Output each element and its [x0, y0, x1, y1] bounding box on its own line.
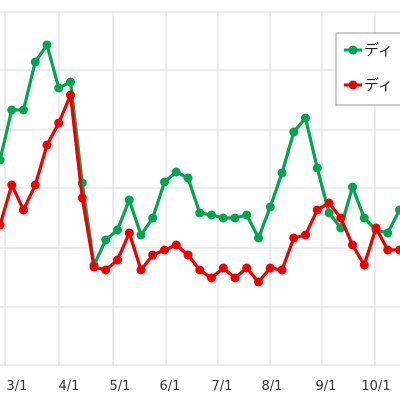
series-2-point: [359, 260, 369, 270]
x-tick-label: 8/1: [262, 379, 283, 394]
series-2-point: [289, 233, 299, 243]
series-2-point: [348, 240, 357, 250]
x-tick-label: 7/1: [212, 379, 233, 394]
series-2-point: [77, 193, 87, 203]
legend-label-series-1: ディ: [364, 41, 393, 59]
series-1-point: [19, 105, 28, 115]
series-1-point: [0, 155, 5, 165]
x-tick-label: 9/1: [316, 379, 337, 394]
series-1-point: [30, 57, 40, 67]
series-1-point: [207, 210, 216, 220]
series-2-point: [312, 205, 322, 215]
series-2-point: [218, 263, 228, 273]
series-2-point: [19, 205, 28, 215]
series-1-point: [265, 202, 275, 212]
x-tick-label: 3/1: [7, 379, 28, 394]
series-1-point: [348, 182, 357, 192]
series-2-point: [324, 198, 334, 208]
series-layer: [0, 40, 400, 287]
series-2-point: [30, 180, 40, 190]
series-2-point: [207, 273, 216, 283]
series-1-point: [148, 213, 158, 223]
series-1-point: [359, 213, 369, 223]
series-2-point: [383, 245, 393, 255]
series-2-point: [7, 180, 17, 190]
x-tick-label: 10/1: [361, 379, 390, 394]
series-1-point: [183, 173, 193, 183]
series-1-point: [395, 205, 400, 215]
legend: ディ ディ: [335, 32, 400, 106]
series-2-point: [301, 230, 310, 240]
series-2-point: [277, 265, 287, 275]
series-1-point: [254, 233, 263, 243]
x-axis-tick-labels: 3/1 4/1 5/1 6/1 7/1 8/1 9/1 10/1: [7, 379, 391, 394]
legend-marker-series-2: [348, 80, 358, 90]
series-2-point: [160, 245, 169, 255]
x-tick-label: 5/1: [110, 379, 131, 394]
series-1-point: [136, 230, 146, 240]
series-1-point: [124, 195, 134, 205]
series-2-point: [371, 223, 381, 233]
series-2-point: [336, 213, 346, 223]
series-1-point: [171, 167, 181, 177]
series-1-point: [7, 105, 17, 115]
series-2-point: [195, 265, 205, 275]
series-2-point: [395, 245, 400, 255]
series-1-point: [242, 210, 252, 220]
series-2-point: [113, 255, 122, 265]
series-2-point: [242, 263, 252, 273]
series-2-point: [54, 118, 64, 128]
series-1-point: [113, 225, 122, 235]
series-1-point: [289, 127, 299, 137]
series-1-point: [230, 213, 240, 223]
series-1-point: [312, 163, 322, 173]
series-1-point: [195, 208, 205, 218]
series-1-point: [277, 168, 287, 178]
series-1-point: [66, 77, 75, 87]
series-1-point: [324, 208, 334, 218]
series-2-point: [254, 277, 263, 287]
series-2-point: [89, 262, 99, 272]
horizontal-gridlines: [0, 11, 400, 366]
series-2-point: [265, 263, 275, 273]
series-1-point: [301, 113, 310, 123]
series-2-point: [101, 265, 111, 275]
series-2-point: [136, 265, 146, 275]
x-tick-label: 6/1: [160, 379, 181, 394]
legend-marker-series-1: [348, 45, 358, 55]
series-2-point: [183, 250, 193, 260]
series-1-point: [42, 40, 52, 50]
series-2-point: [148, 250, 158, 260]
legend-label-series-2: ディ: [364, 76, 393, 94]
series-1-point: [54, 83, 64, 93]
series-1-point: [160, 177, 169, 187]
series-2-point: [124, 228, 134, 238]
series-2-point: [66, 90, 75, 100]
x-tick-label: 4/1: [59, 379, 80, 394]
series-1-point: [101, 235, 111, 245]
series-2-point: [42, 140, 52, 150]
series-2-point: [0, 220, 5, 230]
series-1-point: [383, 228, 393, 238]
series-2-point: [230, 273, 240, 283]
legend-box: [335, 32, 400, 106]
series-2-point: [171, 240, 181, 250]
series-1-point: [218, 213, 228, 223]
